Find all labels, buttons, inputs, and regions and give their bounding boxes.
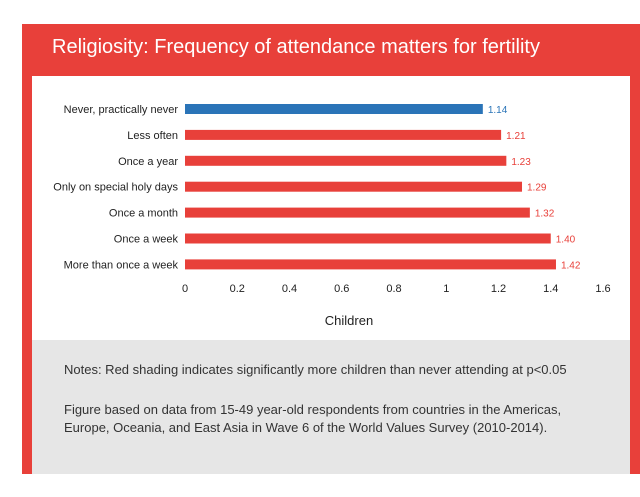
bar-chart: Never, practically never 1.14 Less often 1.…: [53, 104, 611, 328]
chart-title: Religiosity: Frequency of attendance mat…: [52, 36, 540, 58]
bar: [185, 181, 523, 192]
x-tick-label: 1.6: [595, 283, 610, 295]
value-label: 1.29: [527, 183, 547, 194]
x-tick-label: 0.4: [282, 283, 297, 295]
value-label: 1.23: [511, 157, 531, 168]
bar: [185, 233, 551, 244]
category-label: Once a year: [118, 156, 178, 168]
category-label: Only on special holy days: [53, 182, 178, 194]
x-tick-label: 1.4: [543, 283, 558, 295]
value-label: 1.14: [488, 105, 508, 116]
category-label: Once a month: [109, 208, 178, 220]
source-note-line-1: Figure based on data from 15-49 year-old…: [64, 402, 562, 417]
x-tick-label: 1.2: [491, 283, 506, 295]
bar: [185, 155, 507, 166]
notes-box: Notes: Red shading indicates significant…: [32, 340, 630, 474]
x-tick-label: 1: [443, 283, 449, 295]
left-accent-bar: [22, 24, 32, 474]
bar: [185, 259, 556, 270]
bar: [185, 207, 530, 218]
category-label: Never, practically never: [64, 104, 179, 116]
x-tick-label: 0: [182, 283, 188, 295]
category-label: Once a week: [114, 234, 179, 246]
bar: [185, 104, 483, 114]
category-label: More than once a week: [64, 259, 179, 271]
value-label: 1.32: [535, 209, 555, 220]
x-tick-label: 0.2: [230, 283, 245, 295]
value-label: 1.40: [556, 235, 576, 246]
significance-note: Notes: Red shading indicates significant…: [64, 362, 567, 377]
x-tick-label: 0.6: [334, 283, 349, 295]
category-label: Less often: [127, 130, 178, 142]
bar: [185, 129, 502, 140]
value-label: 1.42: [561, 260, 581, 271]
x-axis-title: Children: [325, 313, 373, 328]
source-note-line-2: Europe, Oceania, and East Asia in Wave 6…: [64, 420, 548, 435]
x-tick-label: 0.8: [386, 283, 401, 295]
title-banner: Religiosity: Frequency of attendance mat…: [22, 24, 640, 76]
value-label: 1.21: [506, 131, 526, 142]
right-accent-bar: [630, 24, 640, 474]
